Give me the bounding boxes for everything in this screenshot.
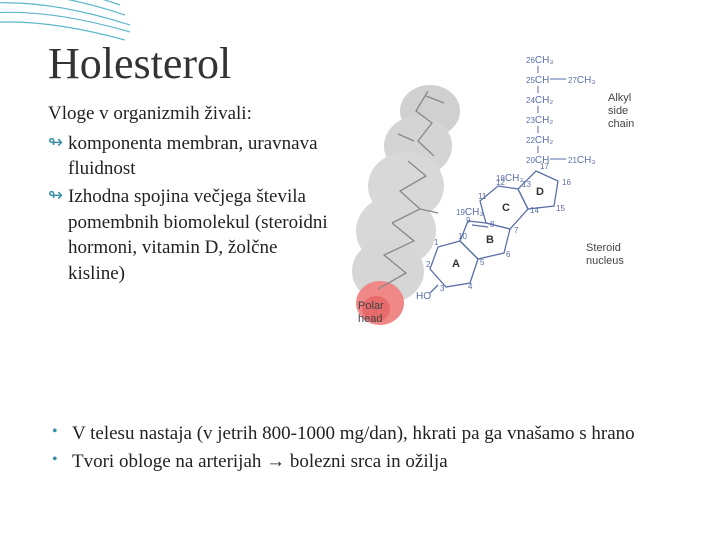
svg-text:25CH: 25CH (526, 75, 549, 86)
dot-bullet-icon: • (48, 421, 72, 443)
svg-text:22CH₂: 22CH₂ (526, 135, 553, 146)
ring-label: B (486, 234, 494, 246)
svg-text:13: 13 (522, 180, 531, 189)
two-column-layout: Vloge v organizmih živali: ↬ komponenta … (48, 101, 680, 381)
bullet-item: ↬ Izhodna spojina večjega števila pomemb… (48, 184, 328, 287)
cholesterol-diagram: 26CH₃ 25CH 27CH₃ 24CH₂ 23CH₂ 22CH₂ 20CH … (338, 41, 678, 371)
lower-bullet-text: V telesu nastaja (v jetrih 800-1000 mg/d… (72, 421, 680, 447)
ring-methyls: 18CH₃ 19CH₃ (456, 173, 523, 218)
bullet-text: komponenta membran, uravnava fluidnost (68, 131, 328, 182)
svg-text:3: 3 (440, 284, 445, 293)
lower-bullet-item: • V telesu nastaja (v jetrih 800-1000 mg… (48, 421, 680, 447)
svg-text:4: 4 (468, 282, 473, 291)
ring-numbers: 123 456 789 101112 131415 1617 (426, 162, 571, 293)
steroid-annotation: Steroid nucleus (586, 242, 624, 267)
swirl-bullet-icon: ↬ (48, 131, 68, 154)
svg-text:16: 16 (562, 178, 571, 187)
ring-label: A (452, 258, 460, 270)
svg-text:9: 9 (466, 216, 471, 225)
svg-text:27CH₃: 27CH₃ (568, 75, 595, 86)
svg-text:15: 15 (556, 204, 565, 213)
bullet-text: Izhodna spojina večjega števila pomembni… (68, 184, 328, 287)
alkyl-chain: 26CH₃ 25CH 27CH₃ 24CH₂ 23CH₂ 22CH₂ 20CH … (526, 55, 595, 166)
ho-label: HO (416, 291, 431, 302)
lower-bullets: • V telesu nastaja (v jetrih 800-1000 mg… (48, 421, 680, 474)
svg-text:11: 11 (478, 192, 487, 201)
text-column: Vloge v organizmih živali: ↬ komponenta … (48, 101, 328, 288)
ring-label: C (502, 202, 510, 214)
svg-text:10: 10 (458, 232, 467, 241)
intro-text: Vloge v organizmih živali: (48, 101, 328, 127)
diagram-column: 26CH₃ 25CH 27CH₃ 24CH₂ 23CH₂ 22CH₂ 20CH … (338, 101, 680, 381)
svg-text:14: 14 (530, 206, 539, 215)
svg-text:21CH₃: 21CH₃ (568, 155, 595, 166)
svg-text:12: 12 (496, 178, 505, 187)
ring-label: D (536, 186, 544, 198)
svg-text:17: 17 (540, 162, 549, 171)
svg-text:1: 1 (434, 238, 439, 247)
svg-text:7: 7 (514, 226, 519, 235)
slide: Holesterol Vloge v organizmih živali: ↬ … (0, 0, 720, 540)
dot-bullet-icon: • (48, 449, 72, 471)
svg-text:2: 2 (426, 260, 431, 269)
alkyl-annotation: Alkyl side chain (608, 92, 634, 130)
polar-head-annotation: Polar head (358, 300, 387, 325)
svg-text:5: 5 (480, 258, 485, 267)
bullet-item: ↬ komponenta membran, uravnava fluidnost (48, 131, 328, 182)
svg-text:26CH₃: 26CH₃ (526, 55, 553, 66)
lower-bullet-text: Tvori obloge na arterijah → bolezni srca… (72, 449, 680, 475)
lower-bullet-item: • Tvori obloge na arterijah → bolezni sr… (48, 449, 680, 475)
svg-text:6: 6 (506, 250, 511, 259)
svg-text:24CH₂: 24CH₂ (526, 95, 553, 106)
svg-text:8: 8 (490, 220, 495, 229)
svg-text:23CH₂: 23CH₂ (526, 115, 553, 126)
swirl-bullet-icon: ↬ (48, 184, 68, 207)
